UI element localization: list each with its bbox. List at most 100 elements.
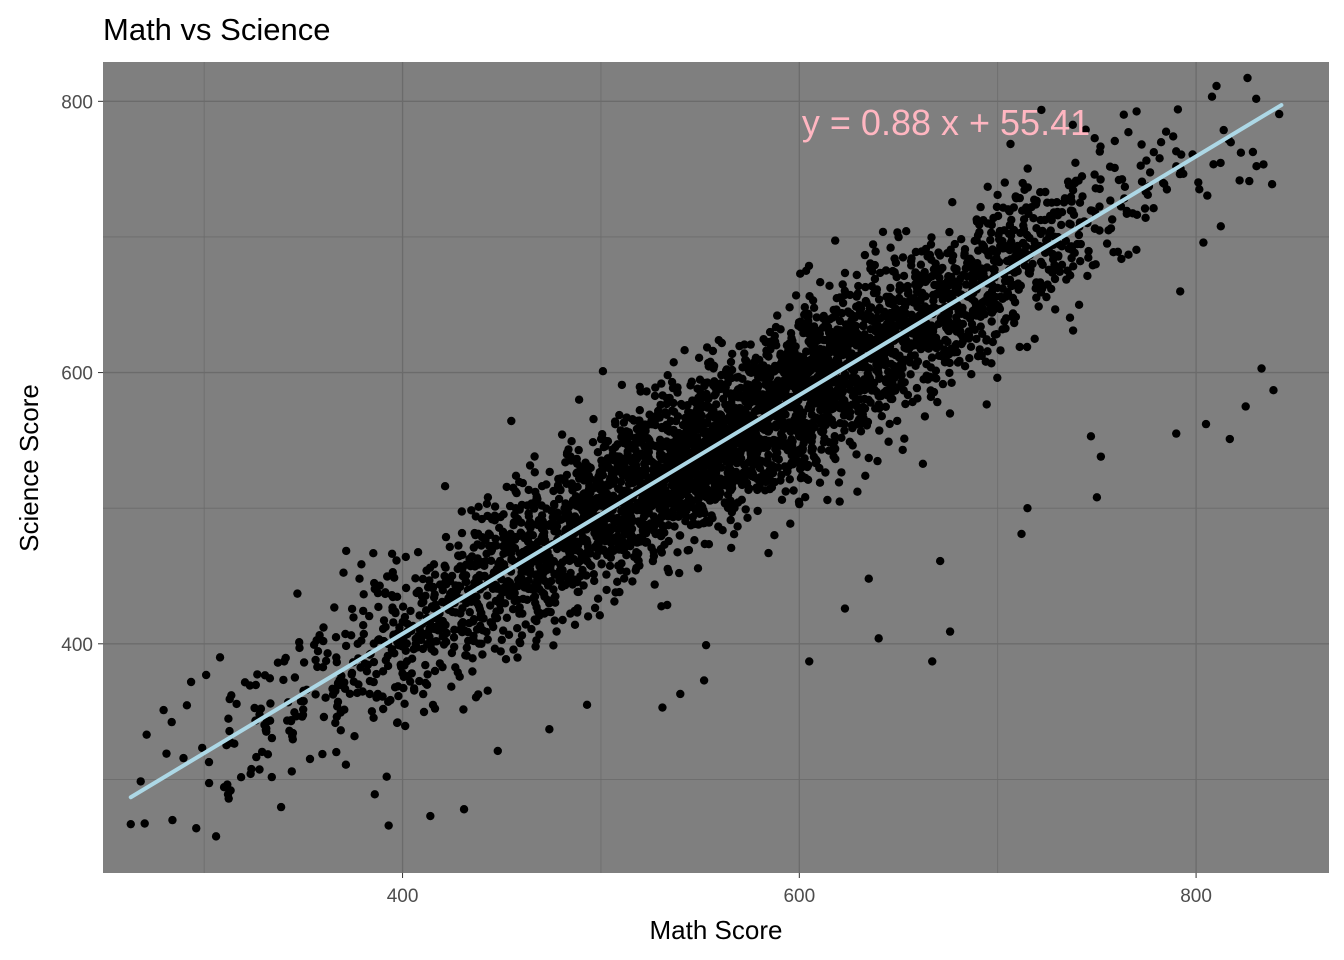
data-point [848,441,857,450]
data-point [958,303,967,312]
data-point [409,645,418,654]
data-point [770,361,780,371]
data-point [550,616,559,625]
data-point [402,657,412,666]
data-point [733,498,743,507]
data-point [539,568,548,577]
data-point [585,464,594,473]
data-point [397,662,406,672]
data-point [676,475,686,484]
data-point [582,535,591,545]
data-point [611,517,620,527]
data-point [349,613,358,622]
data-point [657,379,666,388]
data-point [525,461,535,470]
data-point [620,574,629,583]
data-point [852,450,861,459]
data-point [825,281,834,290]
data-point [863,417,873,427]
data-point [835,351,844,360]
data-point [570,606,579,616]
data-point [642,509,652,518]
data-point [824,384,833,393]
data-point [849,314,858,323]
data-point [827,415,836,425]
data-point [1086,206,1096,215]
data-point [299,658,309,667]
data-point [687,502,697,512]
data-point [656,485,666,494]
data-point [765,327,775,337]
data-point [597,560,606,569]
data-point [952,267,961,276]
data-point [457,507,466,516]
data-point [1102,239,1112,248]
data-point [751,355,760,365]
data-point [456,562,465,571]
data-point [846,408,855,417]
data-point [407,669,416,678]
data-point [350,732,359,741]
data-point [598,430,607,439]
data-point [321,693,330,702]
data-point [972,311,981,320]
data-point [778,433,788,442]
data-point [465,618,474,628]
data-point [383,661,393,671]
data-point [527,624,536,634]
data-point [357,560,366,569]
data-point [333,697,343,706]
data-point [898,253,908,262]
data-point [365,611,374,621]
data-point [510,544,520,553]
data-point [771,391,780,400]
data-point [940,345,949,354]
data-point [884,312,894,322]
data-point [871,247,880,256]
data-point [345,689,355,698]
data-point [717,384,727,393]
data-point [615,410,624,420]
data-point [970,325,979,334]
data-point [545,725,554,734]
data-point [1036,215,1045,225]
data-point [732,454,742,464]
data-point [719,479,729,488]
data-point [640,420,650,429]
data-point [318,749,327,759]
data-point [510,510,519,519]
data-point [854,415,864,424]
data-point [595,611,604,620]
data-point [759,469,768,479]
data-point [442,628,451,638]
data-point [441,620,450,630]
data-point [449,633,459,642]
data-point [507,554,516,563]
data-point [874,295,884,304]
data-point [582,548,592,557]
data-point [926,386,935,395]
data-point [401,721,410,731]
data-point [943,281,952,291]
data-point [990,265,999,274]
data-point [336,726,345,735]
data-point [840,370,849,379]
data-point [852,291,861,301]
data-point [142,730,151,739]
data-point [682,420,691,429]
data-point [458,619,467,628]
data-point [640,466,649,475]
data-point [453,668,462,677]
data-point [514,581,523,591]
data-point [522,567,531,576]
data-point [515,637,524,647]
data-point [1267,180,1277,189]
data-point [1117,254,1126,264]
data-point [589,414,598,424]
data-point [375,581,384,590]
data-point [884,296,893,305]
data-point [794,446,803,455]
data-point [704,540,714,549]
data-point [419,689,428,699]
data-point [926,240,936,249]
